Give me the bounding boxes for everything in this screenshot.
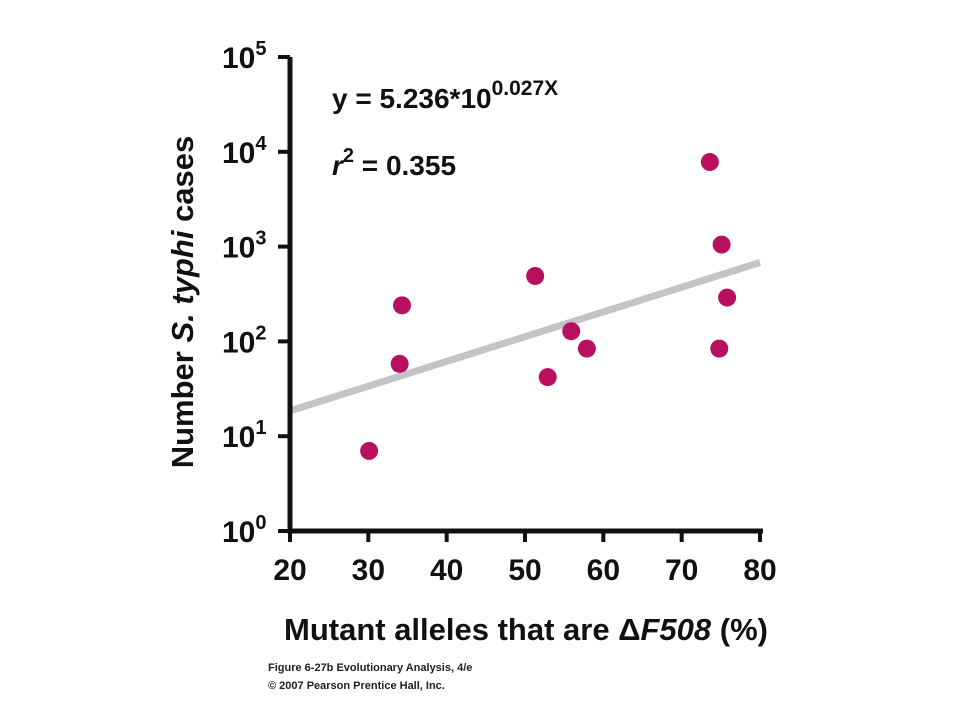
data-point bbox=[718, 288, 737, 307]
trend-line bbox=[288, 259, 762, 415]
data-point bbox=[390, 354, 409, 373]
data-point bbox=[562, 322, 581, 341]
r-squared-exp: 2 bbox=[343, 145, 354, 167]
y-tick-label: 104 bbox=[222, 133, 267, 170]
y-tick-label: 100 bbox=[222, 512, 267, 549]
data-point bbox=[710, 339, 729, 358]
data-point bbox=[360, 441, 379, 460]
equation-exponent: 0.027X bbox=[492, 77, 559, 100]
x-tick-label: 60 bbox=[587, 554, 620, 587]
r-squared-var: r bbox=[332, 150, 345, 181]
x-axis-ticks: 20 30 40 50 60 70 80 bbox=[273, 531, 777, 587]
x-axis-title: Mutant alleles that are ΔF508 (%) bbox=[284, 612, 768, 647]
y-tick-label: 101 bbox=[222, 417, 267, 454]
data-point bbox=[577, 339, 596, 358]
x-tick-label: 40 bbox=[430, 554, 463, 587]
x-axis-title-main: Mutant alleles that are bbox=[284, 612, 618, 647]
regression-equation: y = 5.236*100.027X bbox=[332, 77, 558, 114]
y-tick-label: 103 bbox=[222, 228, 267, 265]
x-tick-label: 70 bbox=[665, 554, 698, 587]
y-axis-title: Number S. typhi cases bbox=[165, 136, 200, 469]
x-axis-title-italic: F508 bbox=[641, 612, 712, 647]
x-tick-label: 30 bbox=[352, 554, 385, 587]
y-tick-label: 102 bbox=[222, 322, 267, 359]
data-point bbox=[526, 266, 545, 285]
data-point bbox=[538, 368, 557, 387]
data-point bbox=[393, 296, 412, 315]
equation-prefix: y = 5.236*10 bbox=[332, 83, 492, 114]
data-point bbox=[712, 235, 731, 254]
x-axis-title-unit: (%) bbox=[711, 612, 768, 647]
r-squared: r2 = 0.355 bbox=[332, 145, 456, 181]
r-squared-value: = 0.355 bbox=[354, 150, 456, 181]
y-axis-ticks: 100 101 102 103 104 105 bbox=[222, 38, 290, 549]
y-tick-label: 105 bbox=[222, 38, 267, 75]
figure-caption-line-1: Figure 6-27b Evolutionary Analysis, 4/e bbox=[268, 662, 473, 674]
y-axis-title-end: cases bbox=[165, 136, 200, 231]
y-axis-title-main: Number bbox=[165, 343, 200, 469]
data-points bbox=[360, 153, 737, 460]
data-point bbox=[700, 153, 719, 172]
y-axis-title-italic: S. typhi bbox=[165, 229, 200, 342]
x-tick-label: 20 bbox=[273, 554, 306, 587]
x-tick-label: 50 bbox=[508, 554, 541, 587]
x-axis-title-delta: Δ bbox=[618, 612, 640, 647]
figure-caption-line-2: © 2007 Pearson Prentice Hall, Inc. bbox=[268, 680, 445, 692]
x-tick-label: 80 bbox=[743, 554, 776, 587]
